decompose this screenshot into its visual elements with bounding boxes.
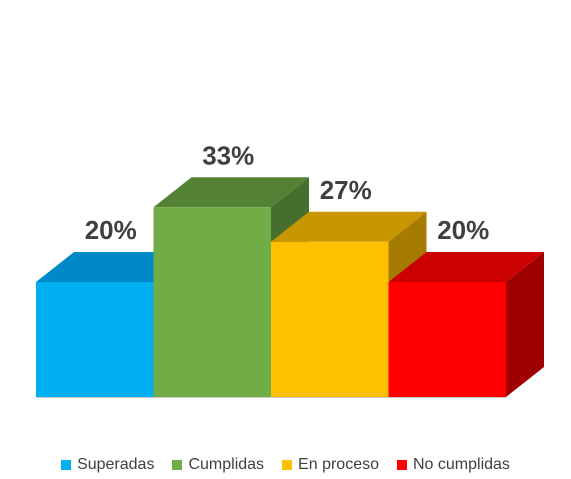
data-label-superadas: 20% [85, 215, 137, 245]
legend-swatch-superadas [61, 460, 72, 470]
data-label-en-proceso: 27% [320, 175, 372, 205]
bar-top-superadas [36, 252, 192, 282]
data-label-cumplidas: 33% [202, 140, 254, 170]
bars-group [36, 177, 544, 397]
legend-item-no-cumplidas: No cumplidas [396, 456, 510, 474]
legend-label-en-proceso: En proceso [298, 456, 379, 473]
legend-label-cumplidas: Cumplidas [188, 456, 265, 473]
bar-front-no-cumplidas [388, 282, 506, 397]
legend-swatch-en-proceso [282, 460, 293, 470]
legend-swatch-no-cumplidas [396, 460, 407, 470]
bar-front-cumplidas [153, 207, 271, 397]
bar-top-cumplidas [153, 177, 309, 208]
legend-swatch-cumplidas [172, 460, 183, 470]
legend-item-cumplidas: Cumplidas [172, 456, 264, 474]
data-labels-group: 20% 33% 27% 20% [85, 140, 490, 245]
bar-no-cumplidas [388, 252, 544, 397]
bar-side-no-cumplidas [506, 252, 544, 397]
bar-front-en-proceso [271, 241, 389, 397]
bar-front-superadas [36, 282, 154, 397]
legend-label-no-cumplidas: No cumplidas [412, 456, 510, 473]
legend: Superadas Cumplidas En proceso No cumpli… [0, 456, 571, 474]
legend-item-superadas: Superadas [61, 456, 154, 474]
legend-label-superadas: Superadas [77, 456, 155, 473]
data-label-no-cumplidas: 20% [437, 215, 489, 245]
bar-top-no-cumplidas [388, 252, 544, 282]
legend-item-en-proceso: En proceso [282, 456, 379, 474]
bar-top-en-proceso [271, 211, 427, 242]
